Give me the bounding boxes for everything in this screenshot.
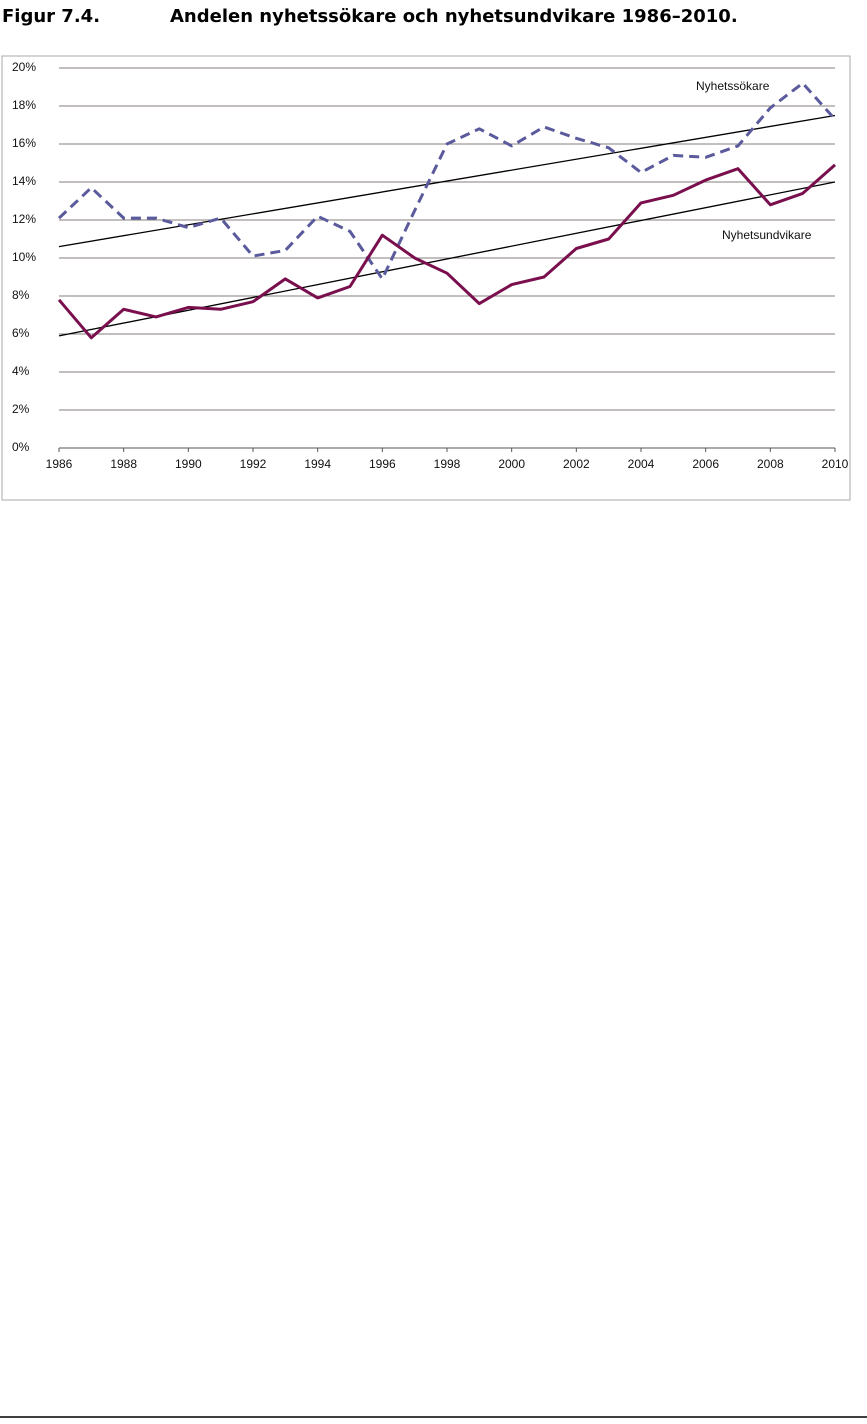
y-tick-label: 14% (12, 174, 36, 188)
y-tick-label: 2% (12, 402, 30, 416)
x-tick-label: 1990 (175, 457, 202, 471)
x-tick-label: 1994 (304, 457, 331, 471)
x-tick-label: 1992 (240, 457, 267, 471)
series-annotation: Nyhetssökare (696, 79, 770, 93)
y-tick-label: 8% (12, 288, 30, 302)
y-tick-label: 12% (12, 212, 36, 226)
x-tick-label: 2004 (628, 457, 655, 471)
y-tick-label: 0% (12, 440, 30, 454)
series-annotation: Nyhetsundvikare (722, 228, 812, 242)
x-tick-label: 2000 (498, 457, 525, 471)
trend-line (58, 114, 836, 248)
trend-line (58, 181, 836, 337)
x-tick-label: 2008 (757, 457, 784, 471)
x-tick-label: 1988 (110, 457, 137, 471)
chart-frame (1, 55, 851, 501)
y-tick-label: 4% (12, 364, 30, 378)
x-tick-label: 2002 (563, 457, 590, 471)
x-tick-label: 1998 (434, 457, 461, 471)
y-tick-label: 18% (12, 98, 36, 112)
y-tick-label: 6% (12, 326, 30, 340)
y-tick-label: 20% (12, 60, 36, 74)
figure-label: Figur 7.4. (2, 6, 100, 27)
y-tick-label: 10% (12, 250, 36, 264)
x-tick-label: 1996 (369, 457, 396, 471)
chart-title: Andelen nyhetssökare och nyhetsundvikare… (170, 6, 738, 27)
x-tick-label: 2010 (822, 457, 849, 471)
series-line (57, 163, 836, 340)
x-tick-label: 2006 (692, 457, 719, 471)
x-tick-label: 1986 (46, 457, 73, 471)
series-line (57, 81, 837, 281)
y-tick-label: 16% (12, 136, 36, 150)
